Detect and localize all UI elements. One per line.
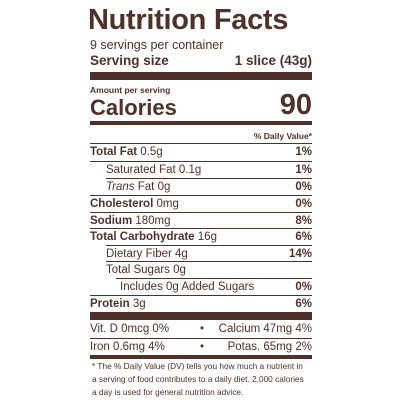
thick-rule — [90, 72, 312, 80]
amount: 0g — [157, 181, 171, 193]
rule — [106, 245, 312, 246]
dv: 14% — [288, 248, 312, 260]
dv: 8% — [295, 215, 312, 227]
amount-per-serving: Amount per serving — [90, 85, 171, 95]
vitamin: Iron 0.6mg 4% — [90, 341, 165, 353]
nutrient-row: Total Sugars 0g — [106, 262, 312, 278]
thick-rule — [90, 312, 312, 320]
nutrient-row: Trans Fat 0g 0% — [106, 179, 312, 195]
label: Total Sugars — [106, 264, 170, 276]
nutrient-row: Total Carbohydrate 16g 6% — [90, 229, 312, 245]
amount: 180mg — [135, 215, 171, 227]
dv: 0% — [295, 281, 312, 293]
label-italic: Trans — [106, 181, 135, 193]
rule — [106, 261, 312, 262]
label: Total Carbohydrate — [90, 231, 195, 243]
rule — [106, 178, 312, 179]
nutrient-row: Total Fat 0.5g 1% — [90, 144, 312, 160]
amount: 0.5g — [140, 146, 163, 158]
rule — [116, 278, 312, 279]
vitamin-row: Iron 0.6mg 4% • Potas. 65mg 2% — [90, 339, 312, 355]
nutrient-row: Includes 0g Added Sugars 0% — [120, 279, 312, 295]
label: Fat — [137, 181, 155, 193]
dv: 0% — [295, 181, 312, 193]
amount: 3g — [132, 298, 146, 310]
amount: 0.1g — [178, 164, 202, 176]
label: Dietary Fiber — [106, 248, 172, 260]
rule — [90, 228, 312, 229]
dv-header: % Daily Value* — [253, 131, 312, 141]
dv: 1% — [295, 164, 312, 176]
label: Saturated Fat — [106, 164, 176, 176]
medium-rule — [90, 121, 312, 125]
nutrient-row: Dietary Fiber 4g 14% — [106, 246, 312, 262]
label: Includes 0g Added Sugars — [120, 281, 255, 293]
rule — [90, 338, 312, 339]
serving-size-value: 1 slice (43g) — [234, 53, 312, 68]
rule — [90, 161, 312, 162]
vitamin: Calcium 47mg 4% — [218, 323, 312, 335]
footnote: * The % Daily Value (DV) tells you how m… — [92, 361, 303, 371]
nutrient-row: Cholesterol 0mg 0% — [90, 196, 312, 212]
bullet: • — [200, 341, 205, 353]
nutrient-row: Saturated Fat 0.1g 1% — [106, 162, 312, 178]
amount: 4g — [175, 248, 188, 260]
vitamin: Vit. D 0mcg 0% — [90, 323, 170, 335]
serving-size-label: Serving size — [90, 53, 169, 68]
label: Sodium — [90, 215, 133, 227]
bullet: • — [200, 323, 205, 335]
amount: 0mg — [156, 198, 179, 210]
label: Total Fat — [90, 146, 138, 158]
dv: 0% — [295, 198, 312, 210]
nutrient-row: Sodium 180mg 8% — [90, 213, 312, 229]
label: Protein — [90, 298, 130, 310]
calories-label: Calories — [90, 95, 177, 120]
amount: 0g — [173, 264, 186, 276]
rule — [90, 295, 312, 296]
medium-rule — [90, 355, 312, 359]
calories-value: 90 — [279, 89, 312, 121]
vitamin-row: Vit. D 0mcg 0% • Calcium 47mg 4% — [90, 321, 312, 337]
footnote: a serving of food contributes to a daily… — [92, 374, 304, 384]
footnote: a day is used for general nutrition advi… — [92, 387, 244, 397]
title: Nutrition Facts — [88, 4, 289, 36]
amount: 16g — [197, 231, 217, 243]
servings: 9 servings per container — [90, 38, 224, 52]
vitamin: Potas. 65mg 2% — [227, 341, 312, 353]
rule — [90, 212, 312, 213]
nutrient-row: Protein 3g 6% — [90, 296, 312, 312]
label: Cholesterol — [90, 198, 154, 210]
dv: 6% — [295, 231, 312, 243]
rule — [90, 195, 312, 196]
dv: 6% — [295, 298, 312, 310]
dv: 1% — [295, 146, 312, 158]
rule — [90, 143, 312, 144]
